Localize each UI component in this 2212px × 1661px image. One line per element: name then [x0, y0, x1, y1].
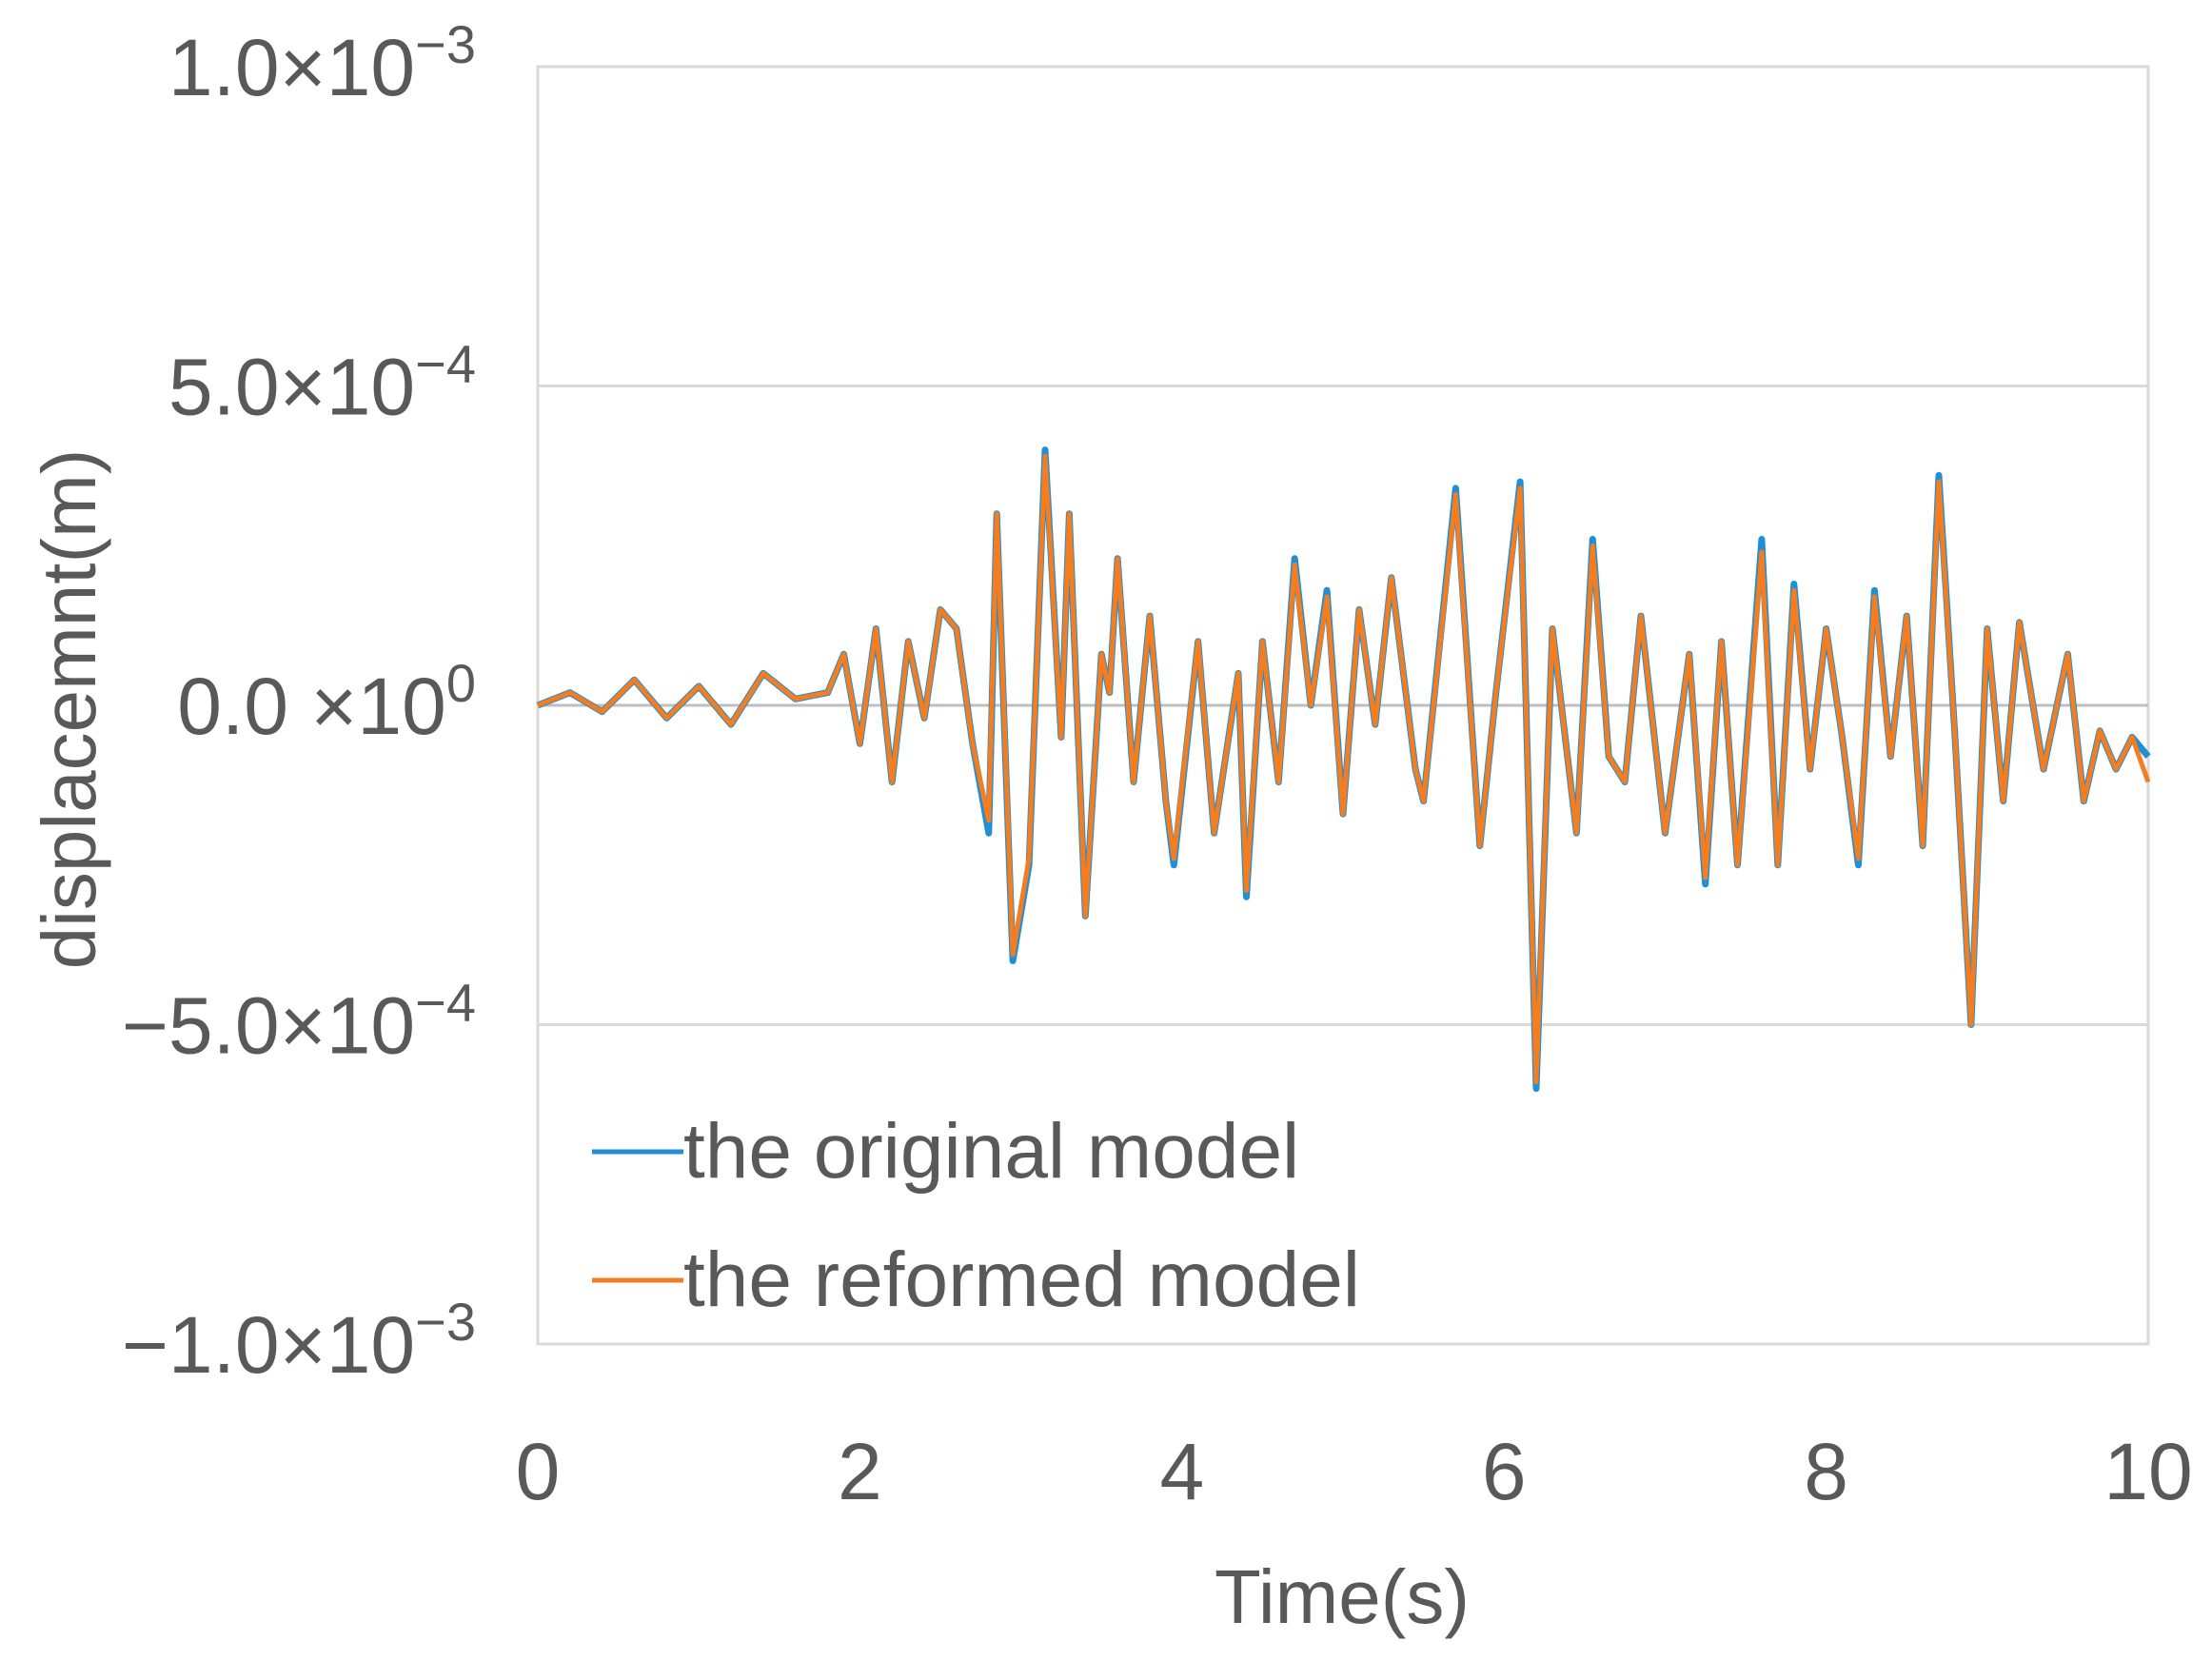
y-tick-exponent: 0	[446, 653, 476, 713]
y-tick-mantissa: 0.0 ×10	[177, 662, 446, 751]
series-line-original	[536, 446, 2151, 1093]
x-tick-label: 2	[838, 1427, 882, 1516]
y-tick-exponent: −4	[415, 973, 476, 1033]
y-axis-title: displacemnt(m)	[27, 449, 111, 970]
y-tick-label: 0.0 ×100	[177, 653, 476, 751]
y-tick-labels: 1.0×10−35.0×10−40.0 ×100−5.0×10−4−1.0×10…	[122, 14, 476, 1390]
x-tick-labels: 0 2 4 6 8 10	[516, 1427, 2193, 1516]
x-tick-label: 0	[516, 1427, 561, 1516]
legend-label-original: the original model	[683, 1108, 1299, 1195]
y-tick-exponent: −3	[415, 1292, 476, 1352]
y-tick-exponent: −4	[415, 334, 476, 394]
gridlines	[538, 385, 2148, 1026]
y-tick-mantissa: 1.0×10	[168, 23, 415, 112]
y-tick-label: 5.0×10−4	[168, 334, 476, 432]
x-tick-label: 4	[1159, 1427, 1204, 1516]
x-tick-label: 10	[2103, 1427, 2192, 1516]
series-line-reformed	[537, 453, 2151, 1085]
x-tick-label: 8	[1804, 1427, 1848, 1516]
series-layer	[536, 446, 2151, 1093]
x-tick-label: 6	[1482, 1427, 1527, 1516]
y-tick-label: 1.0×10−3	[168, 14, 476, 112]
y-tick-exponent: −3	[415, 14, 476, 74]
y-tick-label: −1.0×10−3	[122, 1292, 476, 1390]
y-tick-mantissa: 5.0×10	[168, 343, 415, 432]
legend: the original model the reformed model	[592, 1108, 1360, 1323]
y-tick-label: −5.0×10−4	[122, 973, 476, 1071]
legend-label-reformed: the reformed model	[683, 1236, 1360, 1323]
x-axis-title: Time(s)	[1215, 1554, 1470, 1639]
y-tick-mantissa: −5.0×10	[122, 981, 415, 1071]
y-tick-mantissa: −1.0×10	[122, 1300, 415, 1390]
